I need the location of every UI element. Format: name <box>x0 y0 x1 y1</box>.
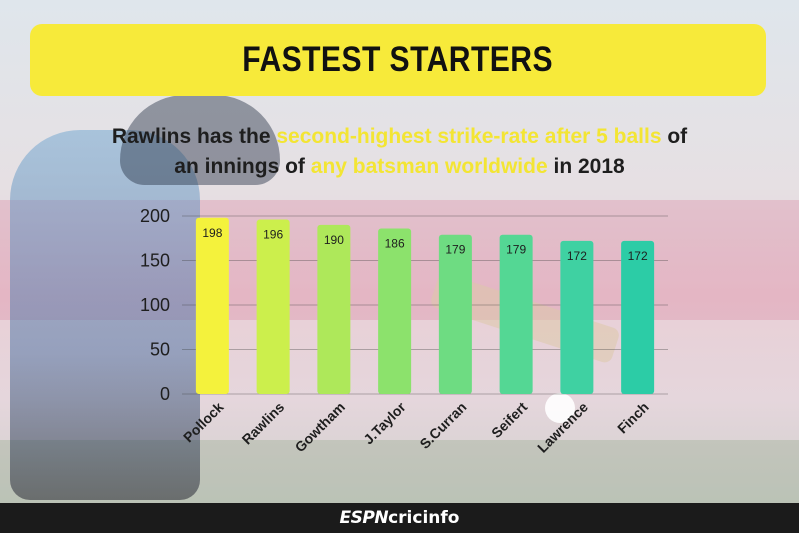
y-tick-label: 0 <box>160 384 170 404</box>
data-label: 190 <box>324 233 344 247</box>
data-label: 172 <box>567 249 587 263</box>
subtitle-line-2: an innings of any batsman worldwide in 2… <box>174 155 625 178</box>
data-label: 198 <box>202 226 222 240</box>
espncricinfo-logo: ESPNcricinfo <box>339 508 460 528</box>
y-tick-label: 150 <box>140 251 170 271</box>
bar <box>438 234 472 394</box>
x-tick-label: Pollock <box>180 399 227 446</box>
y-tick-label: 100 <box>140 295 170 315</box>
data-label: 179 <box>506 243 526 257</box>
subtitle-highlight-1: second-highest strike-rate after 5 balls <box>276 125 662 148</box>
background-ball <box>545 393 575 423</box>
chart-title: FASTEST STARTERS <box>242 40 554 79</box>
data-label: 179 <box>445 243 465 257</box>
chart-subtitle: Rawlins has the second-highest strike-ra… <box>0 122 799 182</box>
bar <box>317 224 351 394</box>
bar-chart: 0 50 100 150 200 198 Pollock 196 Rawlins 190 Gowth… <box>140 206 668 456</box>
bar <box>256 219 290 394</box>
x-tick-label: Lawrence <box>534 399 591 456</box>
x-tick-label: Seifert <box>488 399 530 441</box>
x-tick-label: Rawlins <box>239 399 288 448</box>
background-helmet <box>120 95 280 185</box>
subtitle-highlight-2: any batsman worldwide <box>310 155 548 178</box>
footer-bar: ESPNcricinfo <box>0 503 799 533</box>
bar <box>499 234 533 394</box>
data-label: 196 <box>263 228 283 242</box>
subtitle-line-1: Rawlins has the second-highest strike-ra… <box>111 125 688 148</box>
bar <box>621 240 655 394</box>
y-tick-label: 50 <box>150 340 170 360</box>
bar <box>560 240 594 394</box>
x-tick-label: S.Curran <box>416 399 469 452</box>
bar <box>378 228 412 394</box>
data-label: 172 <box>628 249 648 263</box>
background-player-image <box>10 130 200 500</box>
y-tick-label: 200 <box>140 206 170 226</box>
x-tick-label: Gowtham <box>292 399 348 455</box>
title-banner: FASTEST STARTERS <box>30 24 766 96</box>
bar <box>195 217 229 394</box>
x-tick-label: J.Taylor <box>360 398 409 447</box>
x-tick-label: Finch <box>614 399 652 437</box>
data-label: 186 <box>385 236 405 250</box>
